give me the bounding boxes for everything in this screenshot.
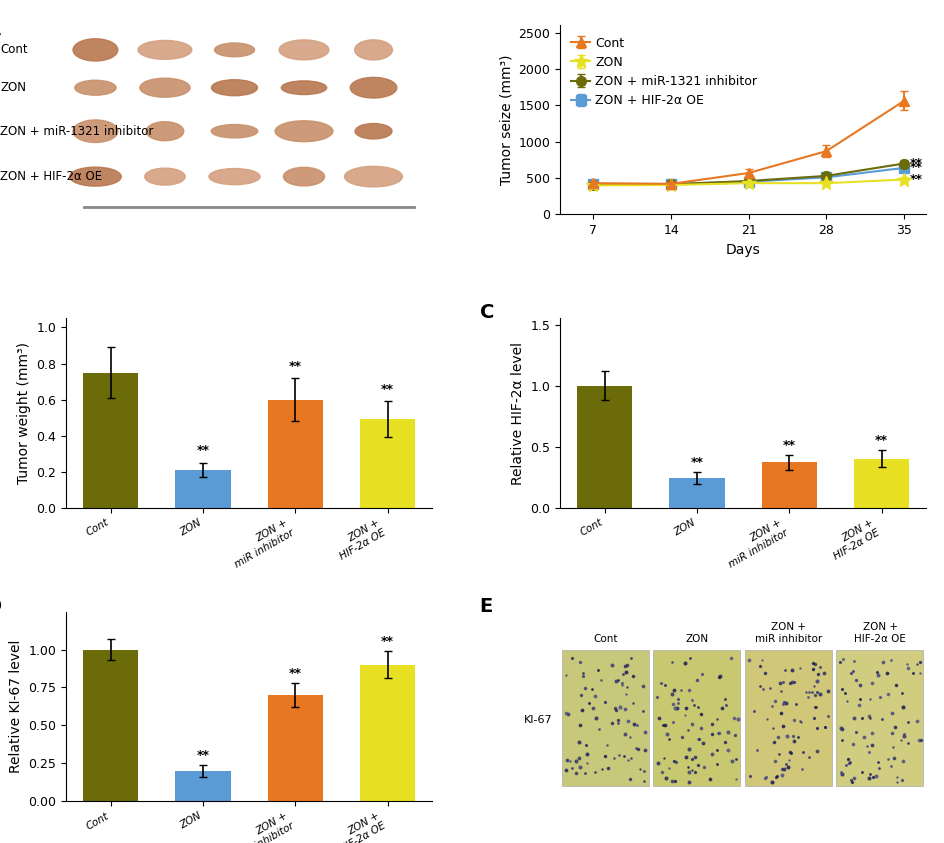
Y-axis label: Tumor seize (mm³): Tumor seize (mm³) xyxy=(498,55,513,185)
Text: **: ** xyxy=(289,667,301,679)
Text: ZON + HIF-2α OE: ZON + HIF-2α OE xyxy=(0,170,102,183)
Text: D: D xyxy=(0,597,2,615)
Y-axis label: Relative KI-67 level: Relative KI-67 level xyxy=(8,640,23,773)
Bar xyxy=(267,400,323,507)
Text: **: ** xyxy=(908,157,921,170)
Text: **: ** xyxy=(874,433,887,447)
Text: ZON +
miR inhibitor: ZON + miR inhibitor xyxy=(754,622,821,644)
Text: ZON + miR-1321 inhibitor: ZON + miR-1321 inhibitor xyxy=(0,125,154,137)
Text: E: E xyxy=(480,597,493,615)
Ellipse shape xyxy=(211,125,258,138)
Text: Cont: Cont xyxy=(0,43,28,56)
Text: **: ** xyxy=(196,749,210,761)
Bar xyxy=(175,771,230,801)
Ellipse shape xyxy=(211,80,258,96)
Ellipse shape xyxy=(281,81,327,94)
Ellipse shape xyxy=(275,121,332,142)
Ellipse shape xyxy=(278,40,329,60)
Bar xyxy=(576,385,632,507)
Bar xyxy=(83,649,138,801)
Text: **: ** xyxy=(782,438,795,452)
Text: **: ** xyxy=(908,173,921,186)
Bar xyxy=(360,419,415,507)
Bar xyxy=(360,664,415,801)
Bar xyxy=(562,649,649,786)
Bar xyxy=(267,695,323,801)
Ellipse shape xyxy=(73,39,118,61)
Text: **: ** xyxy=(690,455,702,469)
Ellipse shape xyxy=(354,40,392,60)
Text: KI-67: KI-67 xyxy=(524,715,552,724)
Text: ZON: ZON xyxy=(0,81,26,94)
Ellipse shape xyxy=(209,169,260,185)
Ellipse shape xyxy=(345,166,402,187)
Ellipse shape xyxy=(140,78,190,97)
Ellipse shape xyxy=(283,167,324,186)
Bar xyxy=(83,373,138,507)
Bar xyxy=(668,478,724,507)
Text: ZON: ZON xyxy=(685,634,708,644)
Text: **: ** xyxy=(289,359,301,373)
Text: **: ** xyxy=(196,444,210,457)
Text: ZON +
HIF-2α OE: ZON + HIF-2α OE xyxy=(853,622,905,644)
Text: **: ** xyxy=(380,383,394,396)
Text: **: ** xyxy=(380,635,394,648)
Ellipse shape xyxy=(75,80,116,95)
Bar xyxy=(744,649,831,786)
Ellipse shape xyxy=(73,120,118,142)
Y-axis label: Tumor weight (mm³): Tumor weight (mm³) xyxy=(17,342,31,484)
Bar xyxy=(761,463,817,507)
Text: **: ** xyxy=(908,161,921,175)
Bar xyxy=(653,649,739,786)
Bar xyxy=(175,470,230,507)
Ellipse shape xyxy=(214,43,254,56)
X-axis label: Days: Days xyxy=(725,243,760,257)
Ellipse shape xyxy=(350,78,396,98)
Ellipse shape xyxy=(144,168,185,185)
Bar xyxy=(853,459,908,507)
Legend: Cont, ZON, ZON + miR-1321 inhibitor, ZON + HIF-2α OE: Cont, ZON, ZON + miR-1321 inhibitor, ZON… xyxy=(565,31,762,112)
Text: C: C xyxy=(480,303,494,322)
Y-axis label: Relative HIF-2α level: Relative HIF-2α level xyxy=(511,341,524,485)
Ellipse shape xyxy=(70,167,121,186)
Bar xyxy=(835,649,922,786)
Ellipse shape xyxy=(146,121,183,141)
Text: Cont: Cont xyxy=(593,634,617,644)
Ellipse shape xyxy=(138,40,192,59)
Ellipse shape xyxy=(355,124,392,139)
